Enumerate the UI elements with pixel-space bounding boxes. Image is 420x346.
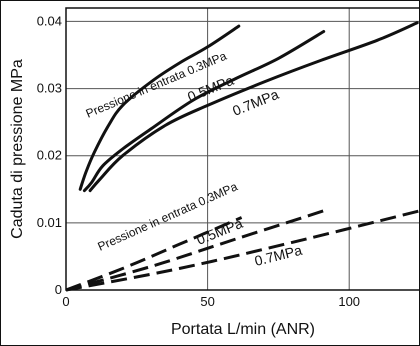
plot-frame — [65, 7, 420, 291]
x-tick-label: 100 — [338, 294, 360, 309]
series-line-solid-05mpa — [82, 30, 326, 193]
y-tick-label: 0.03 — [37, 81, 62, 96]
series-line-solid-07mpa — [88, 21, 419, 193]
series-line-dashed-03mpa — [65, 216, 243, 292]
y-tick-label: 0.01 — [37, 215, 62, 230]
series-line-dashed-05mpa — [65, 209, 325, 292]
series-line-solid-03mpa — [78, 24, 241, 191]
grid — [66, 8, 420, 290]
y-tick-label: 0.02 — [37, 148, 62, 163]
x-tick-label: 0 — [62, 294, 69, 309]
tick-labels: 0 50 100 0 0.01 0.02 0.03 0.04 — [37, 13, 360, 309]
x-tick-label: 50 — [200, 294, 214, 309]
y-tick-label: 0 — [55, 282, 62, 297]
series-group — [65, 21, 420, 292]
series-line-dashed-07mpa — [65, 209, 420, 292]
y-tick-label: 0.04 — [37, 13, 62, 28]
y-axis-title: Caduta di pressione MPa — [9, 59, 26, 239]
x-axis-title: Portata L/min (ANR) — [171, 321, 315, 338]
